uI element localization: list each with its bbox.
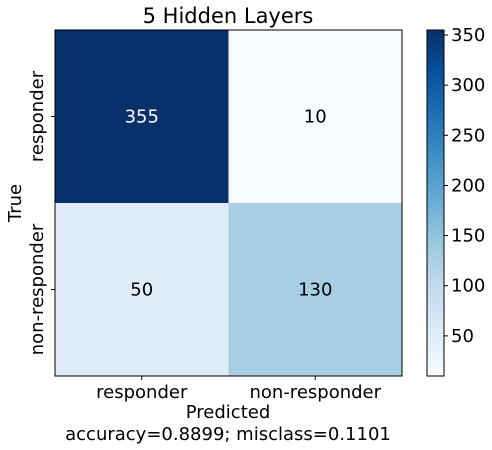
heatmap-cells — [55, 30, 402, 376]
heatmap-cell — [55, 203, 229, 376]
colorbar-tick-label: 300 — [451, 75, 485, 96]
colorbar-tick-label: 350 — [451, 25, 485, 46]
colorbar-ticks: 50 100 150 200 250 300 350 — [444, 25, 485, 347]
accuracy-summary: accuracy=0.8899; misclass=0.1101 — [65, 424, 391, 445]
colorbar — [426, 29, 445, 377]
heatmap-cell — [55, 30, 229, 203]
chart-title: 5 Hidden Layers — [143, 4, 314, 28]
cell-value-label: 50 — [130, 280, 153, 301]
cell-value-label: 130 — [298, 280, 332, 301]
x-axis: responder non-responder — [96, 376, 382, 403]
x-axis-label: Predicted — [186, 402, 271, 423]
y-tick-label: non-responder — [27, 223, 48, 355]
heatmap-cell — [228, 30, 402, 203]
heatmap-cell — [228, 203, 402, 376]
y-axis-label: True — [5, 184, 26, 223]
cell-value-label: 10 — [304, 107, 327, 128]
colorbar-tick-label: 50 — [451, 326, 474, 347]
cell-value-label: 355 — [125, 107, 159, 128]
y-tick-label: responder — [27, 70, 48, 162]
y-axis: responder non-responder — [27, 70, 55, 355]
x-tick-label: responder — [96, 382, 188, 403]
colorbar-tick-label: 150 — [451, 226, 485, 247]
x-tick-label: non-responder — [249, 382, 381, 403]
heatmap-cell-labels: 355 10 50 130 — [125, 107, 333, 301]
colorbar-tick-label: 100 — [451, 276, 485, 297]
colorbar-tick-label: 200 — [451, 175, 485, 196]
plot-frame — [54, 29, 403, 377]
colorbar-tick-label: 250 — [451, 125, 485, 146]
